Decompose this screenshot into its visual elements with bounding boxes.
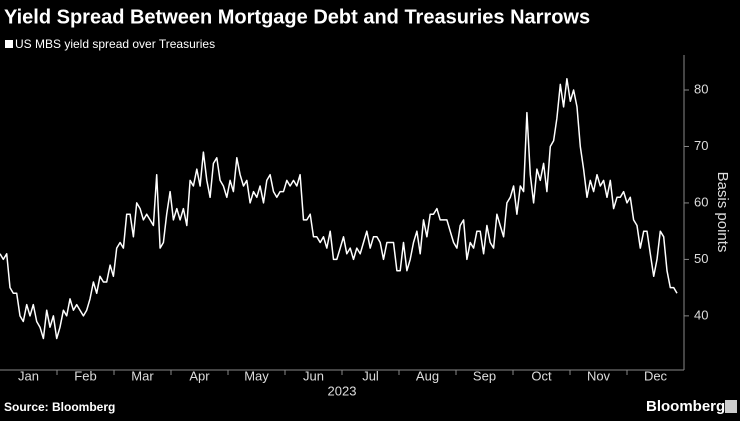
x-tick-label: Dec xyxy=(644,368,668,383)
x-tick-label: Jan xyxy=(18,368,39,383)
x-tick-label: Oct xyxy=(531,368,552,383)
brand: Bloomberg xyxy=(646,398,725,415)
legend-label: US MBS yield spread over Treasuries xyxy=(15,37,215,51)
x-tick-label: Feb xyxy=(74,368,96,383)
x-tick-label: Aug xyxy=(416,368,439,383)
x-tick-label: Mar xyxy=(131,368,154,383)
x-tick-label: Apr xyxy=(189,368,210,383)
brand-icon xyxy=(725,400,737,413)
legend-swatch xyxy=(5,40,13,48)
chart-title: Yield Spread Between Mortgage Debt and T… xyxy=(4,6,590,28)
x-axis-label: 2023 xyxy=(328,383,357,398)
x-tick-label: Jun xyxy=(303,368,324,383)
x-tick-label: Nov xyxy=(587,368,611,383)
y-tick-label: 40 xyxy=(694,307,708,322)
y-tick-label: 50 xyxy=(694,251,708,266)
y-axis-label: Basis points xyxy=(714,172,731,253)
x-tick-label: Sep xyxy=(473,368,496,383)
source: Source: Bloomberg xyxy=(4,400,115,414)
y-tick-label: 70 xyxy=(694,138,708,153)
y-tick-label: 60 xyxy=(694,194,708,209)
x-tick-label: May xyxy=(244,368,269,383)
x-tick-label: Jul xyxy=(362,368,379,383)
y-tick-label: 80 xyxy=(694,81,708,96)
data-line xyxy=(0,77,678,340)
